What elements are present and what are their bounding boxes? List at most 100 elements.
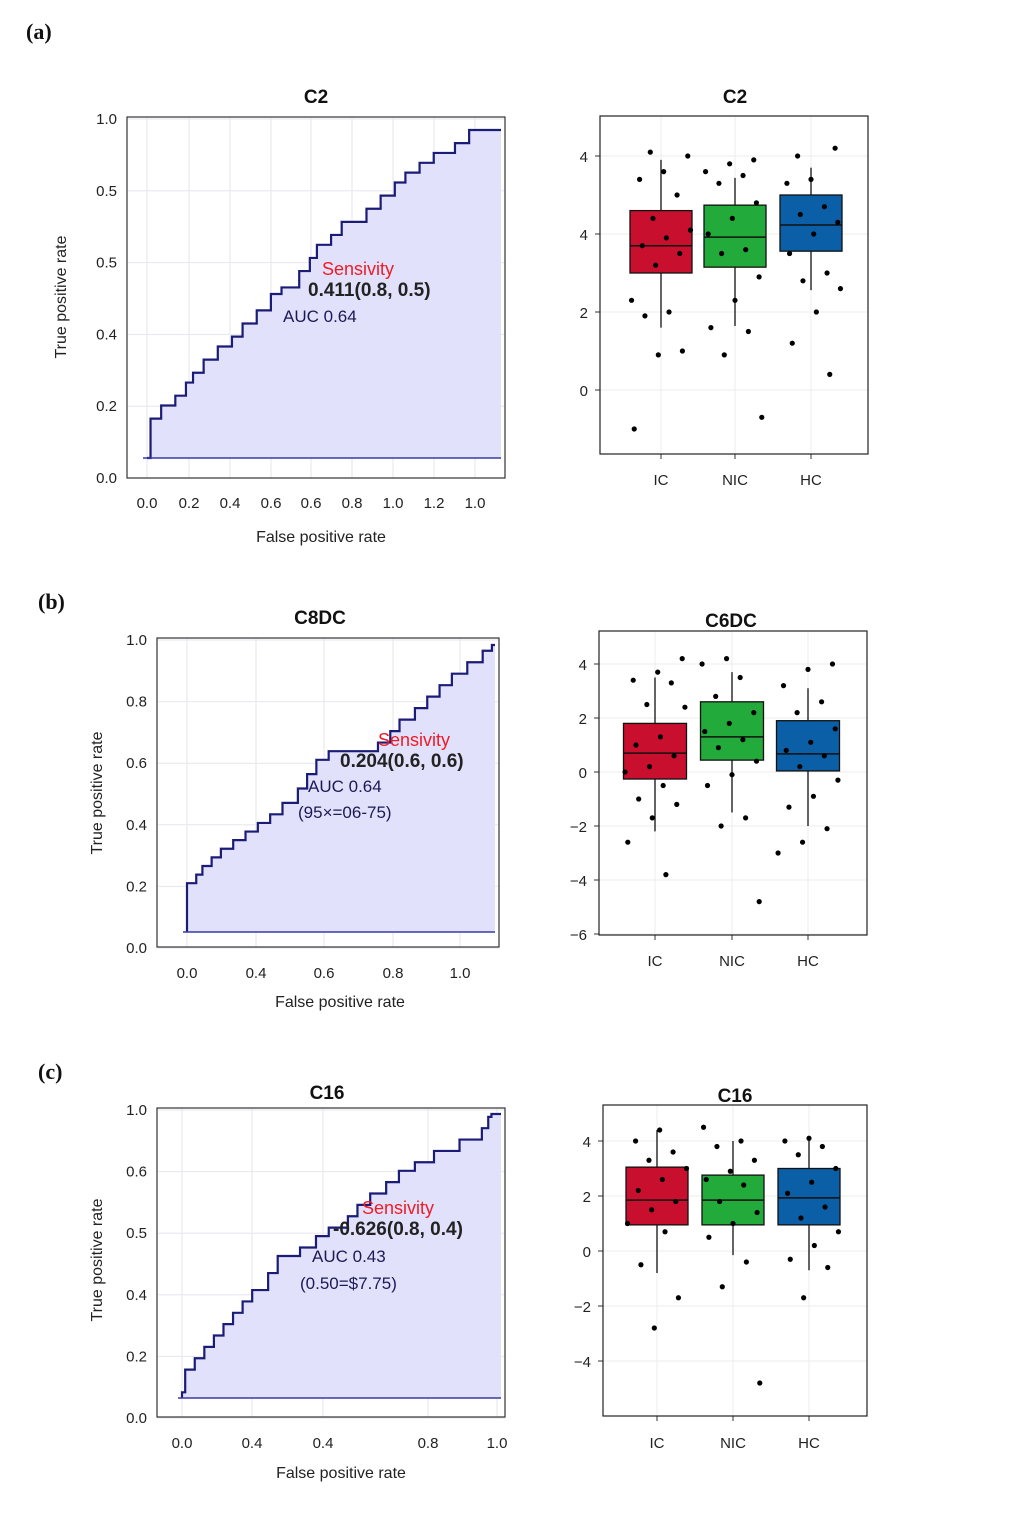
y-tick-label: 0.5 (126, 1225, 147, 1242)
ci-label: (95×=06-75) (298, 803, 392, 822)
sensitivity-label: Sensivity (378, 730, 450, 750)
data-point (743, 815, 749, 821)
y-tick-label: 0.5 (96, 183, 117, 200)
y-tick-label: 4 (579, 657, 587, 674)
roc-curve (180, 1112, 501, 1398)
roc-chart-4: C16 1.0 0.6 0.5 0.4 0.2 0.0 0.0 0.4 0.4 0.8 1.0 Fals… (89, 1083, 507, 1482)
data-point (756, 899, 762, 905)
y-tick-label: 0.5 (96, 255, 117, 272)
plot-frame (126, 116, 506, 479)
data-point (740, 737, 746, 743)
data-point (837, 286, 844, 292)
data-point (832, 726, 838, 732)
data-point (786, 250, 793, 257)
y-tick-label: −2 (574, 1299, 591, 1316)
data-point (624, 1220, 631, 1227)
data-point (757, 1380, 763, 1386)
category-label-nic: NIC (719, 953, 745, 970)
data-point (719, 1284, 725, 1290)
box-hc (775, 661, 841, 856)
data-point (743, 247, 749, 253)
x-tick-label: 0.4 (246, 965, 267, 982)
data-point (677, 250, 683, 257)
roc-area (187, 645, 495, 932)
data-point (799, 839, 806, 845)
x-tick-label: 0.8 (383, 965, 404, 982)
data-point (717, 1198, 723, 1205)
data-point (737, 674, 743, 681)
data-point (703, 1176, 709, 1183)
data-point (683, 1165, 690, 1172)
data-point (786, 804, 792, 810)
data-point (632, 1138, 639, 1144)
data-point (651, 1325, 657, 1331)
roc-curve (147, 128, 501, 460)
sensitivity-label: Sensivity (322, 259, 394, 279)
data-point (714, 1143, 720, 1150)
y-tick-label: 0.0 (126, 1410, 147, 1427)
data-point (708, 325, 714, 331)
data-point (729, 772, 735, 778)
box-nic (702, 157, 767, 420)
plot-frame (598, 630, 868, 936)
y-tick-label: 2 (583, 1189, 591, 1206)
y-tick-label: 0.8 (126, 694, 147, 711)
data-point (782, 1138, 788, 1144)
data-point (653, 262, 659, 268)
data-point (628, 297, 635, 303)
data-point (756, 274, 762, 280)
data-point (738, 1138, 744, 1144)
box-ic (622, 656, 688, 878)
category-label-hc: HC (800, 472, 822, 489)
roc-curve (185, 643, 495, 932)
data-point (741, 1182, 747, 1188)
data-point (832, 145, 838, 151)
y-tick-label: 1.0 (126, 1102, 147, 1119)
auc-label: AUC 0.64 (283, 307, 357, 326)
data-point (751, 157, 757, 163)
data-point (829, 661, 836, 667)
data-point (753, 200, 760, 206)
x-tick-label: 1.2 (424, 495, 445, 512)
x-tick-label: 0.4 (242, 1435, 263, 1452)
data-point (661, 169, 667, 175)
data-point (813, 309, 819, 315)
data-point (795, 1152, 801, 1158)
y-tick-label: 0 (583, 1244, 591, 1261)
data-point (674, 801, 680, 808)
data-point (798, 1215, 804, 1221)
data-point (835, 219, 841, 225)
x-tick-label: 0.0 (177, 965, 198, 982)
chart-title: C16 (310, 1083, 345, 1104)
y-tick-label: 4 (583, 1134, 591, 1151)
data-point (633, 742, 639, 748)
x-axis-label: False positive rate (275, 994, 405, 1011)
category-label-ic: IC (648, 953, 663, 970)
data-point (833, 1165, 839, 1172)
data-point (639, 243, 645, 249)
y-tick-label: 2 (579, 711, 587, 728)
x-tick-label: 0.2 (179, 495, 200, 512)
data-point (679, 656, 685, 662)
data-point (662, 1229, 668, 1235)
data-point (622, 769, 628, 775)
data-point (713, 693, 719, 700)
x-tick-label: 0.8 (342, 495, 363, 512)
data-point (800, 278, 806, 284)
x-tick-label: 1.0 (465, 495, 486, 512)
data-point (811, 231, 817, 237)
y-tick-label: 0.4 (96, 326, 117, 343)
x-tick-label: 1.0 (383, 495, 404, 512)
data-point (655, 669, 661, 675)
data-point (685, 153, 691, 159)
y-tick-label: 1.0 (96, 111, 117, 128)
data-point (835, 1229, 842, 1235)
data-point (723, 656, 730, 662)
box-nic (699, 656, 765, 905)
data-point (835, 777, 841, 783)
y-tick-label: 0.2 (126, 1348, 147, 1365)
data-point (783, 747, 789, 754)
box-chart-5: C16 4 2 0 −2 −4 IC NIC HC (574, 1086, 868, 1452)
data-point (732, 297, 738, 303)
